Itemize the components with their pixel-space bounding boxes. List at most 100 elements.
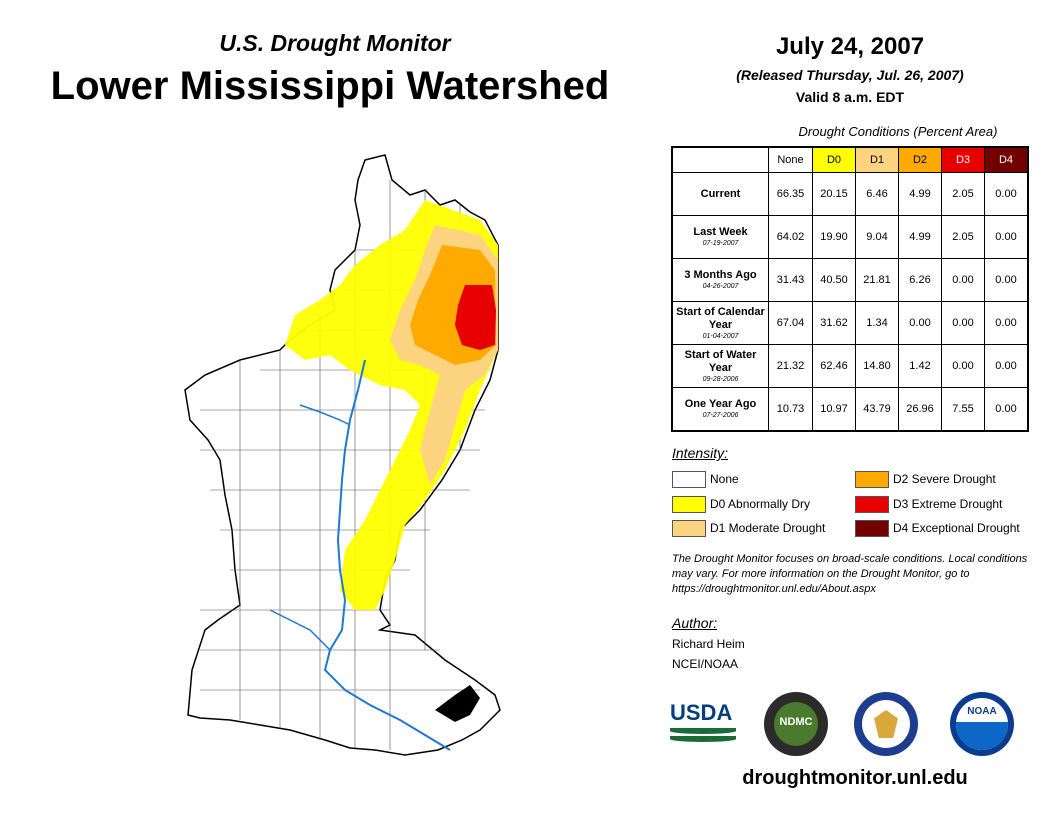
cell-value: 6.46 xyxy=(855,172,899,216)
row-label: One Year Ago 07-27-2006 xyxy=(671,387,769,432)
row-date: 07-27-2006 xyxy=(702,412,739,419)
legend-swatch xyxy=(672,520,706,537)
cell-value: 66.35 xyxy=(768,172,813,216)
col-d0: D0 xyxy=(812,146,856,173)
cell-value: 10.97 xyxy=(812,387,856,432)
cell-value: 0.00 xyxy=(984,344,1029,388)
cell-value: 6.26 xyxy=(898,258,942,302)
cell-value: 0.00 xyxy=(941,344,985,388)
valid-time: Valid 8 a.m. EDT xyxy=(795,89,905,105)
cell-value: 67.04 xyxy=(768,301,813,345)
cell-value: 0.00 xyxy=(984,301,1029,345)
col-d4: D4 xyxy=(984,146,1029,173)
cell-value: 4.99 xyxy=(898,215,942,259)
footer-url[interactable]: droughtmonitor.unl.edu xyxy=(742,767,968,789)
noaa-logo: NOAA xyxy=(950,692,1014,756)
cell-value: 2.05 xyxy=(941,215,985,259)
usda-logo-text: USDA xyxy=(670,700,733,725)
cell-value: 40.50 xyxy=(812,258,856,302)
doc-seal-logo xyxy=(854,692,918,756)
map-subtitle: U.S. Drought Monitor xyxy=(219,30,451,56)
legend-swatch xyxy=(672,471,706,488)
row-date: 01-04-2007 xyxy=(702,332,739,340)
row-date: 09-28-2006 xyxy=(702,375,739,383)
release-note: (Released Thursday, Jul. 26, 2007) xyxy=(736,67,964,83)
cell-value: 21.32 xyxy=(768,344,813,388)
table-row: Start of Water Year 09-28-2006 21.32 62.46 1… xyxy=(671,344,1029,388)
row-date: 07-19-2007 xyxy=(702,240,739,247)
ndmc-logo-text: NDMC xyxy=(779,716,813,728)
cell-value: 0.00 xyxy=(984,215,1029,259)
table-row: 3 Months Ago 04-26-2007 31.43 40.50 21.81 6.2… xyxy=(671,258,1029,302)
drought-map xyxy=(184,154,501,756)
valid-date: July 24, 2007 xyxy=(775,33,925,60)
legend-swatch xyxy=(672,496,706,513)
row-date: 04-26-2007 xyxy=(702,283,739,290)
table-row: Last Week 07-19-2007 64.02 19.90 9.04 4.99 2.0… xyxy=(671,215,1029,259)
cell-value: 21.81 xyxy=(855,258,899,302)
cell-value: 2.05 xyxy=(941,172,985,216)
cell-value: 31.43 xyxy=(768,258,813,302)
red-river xyxy=(269,609,331,651)
table-row: Current 66.35 20.15 6.46 4.99 2.05 0.00 xyxy=(671,172,1029,216)
table-caption: Drought Conditions (Percent Area) xyxy=(798,124,998,139)
row-label: Start of Water Year 09-28-2006 xyxy=(671,344,769,388)
table-row: One Year Ago 07-27-2006 10.73 10.97 43.79 26.… xyxy=(671,387,1029,432)
row-label-text: 3 Months Ago xyxy=(684,269,757,281)
d3-region xyxy=(455,285,496,350)
legend-swatch xyxy=(855,496,889,513)
delta-marsh xyxy=(435,685,480,722)
legend-swatch xyxy=(855,520,889,537)
cell-value: 0.00 xyxy=(984,387,1029,432)
disclaimer-note: The Drought Monitor focuses on broad-sca… xyxy=(672,553,1028,595)
legend-label: D3 Extreme Drought xyxy=(893,497,1003,511)
col-d3: D3 xyxy=(941,146,985,173)
row-label: Start of Calendar Year 01-04-2007 xyxy=(671,301,769,345)
row-label-text: Current xyxy=(700,187,741,200)
cell-value: 0.00 xyxy=(898,301,942,345)
cell-value: 0.00 xyxy=(984,172,1029,216)
legend-swatch xyxy=(855,471,889,488)
cell-value: 4.99 xyxy=(898,172,942,216)
cell-value: 20.15 xyxy=(812,172,856,216)
table-row: Start of Calendar Year 01-04-2007 67.04 31.… xyxy=(671,301,1029,345)
cell-value: 64.02 xyxy=(768,215,813,259)
cell-value: 31.62 xyxy=(812,301,856,345)
cell-value: 62.46 xyxy=(812,344,856,388)
legend-title: Intensity: xyxy=(672,445,729,461)
noaa-logo-text: NOAA xyxy=(967,706,997,717)
ndmc-logo: NDMC xyxy=(764,692,828,756)
cell-value: 0.00 xyxy=(984,258,1029,302)
cell-value: 0.00 xyxy=(941,301,985,345)
usda-logo: USDA xyxy=(670,700,736,748)
author-org: NCEI/NOAA xyxy=(672,657,739,671)
cell-value: 0.00 xyxy=(941,258,985,302)
row-label: 3 Months Ago 04-26-2007 xyxy=(671,258,769,302)
cell-value: 1.42 xyxy=(898,344,942,388)
cell-value: 9.04 xyxy=(855,215,899,259)
legend-label: D1 Moderate Drought xyxy=(710,521,826,535)
legend-label: D0 Abnormally Dry xyxy=(710,497,811,511)
mississippi-river xyxy=(323,359,451,751)
author-heading: Author: xyxy=(672,615,718,631)
cell-value: 26.96 xyxy=(898,387,942,432)
row-label-text: Last Week xyxy=(693,226,748,238)
row-label-text: Start of Calendar Year xyxy=(676,305,765,331)
cell-value: 43.79 xyxy=(855,387,899,432)
map-title: Lower Mississippi Watershed xyxy=(50,64,610,108)
row-label: Last Week 07-19-2007 xyxy=(671,215,769,259)
cell-value: 14.80 xyxy=(855,344,899,388)
col-d1: D1 xyxy=(855,146,899,173)
table-corner xyxy=(672,147,769,173)
legend-label: D4 Exceptional Drought xyxy=(893,521,1020,535)
row-label-text: Start of Water Year xyxy=(684,348,757,374)
cell-value: 7.55 xyxy=(941,387,985,432)
author-name: Richard Heim xyxy=(672,637,745,651)
cell-value: 19.90 xyxy=(812,215,856,259)
drought-conditions-table: None D0 D1 D2 D3 D4 Current 66.35 20.15 6.4… xyxy=(671,146,1029,432)
row-label: Current xyxy=(671,172,769,216)
row-label-text: One Year Ago xyxy=(684,398,757,410)
col-d2: D2 xyxy=(898,146,942,173)
legend-label: None xyxy=(710,472,739,486)
arkansas-river xyxy=(299,404,351,426)
